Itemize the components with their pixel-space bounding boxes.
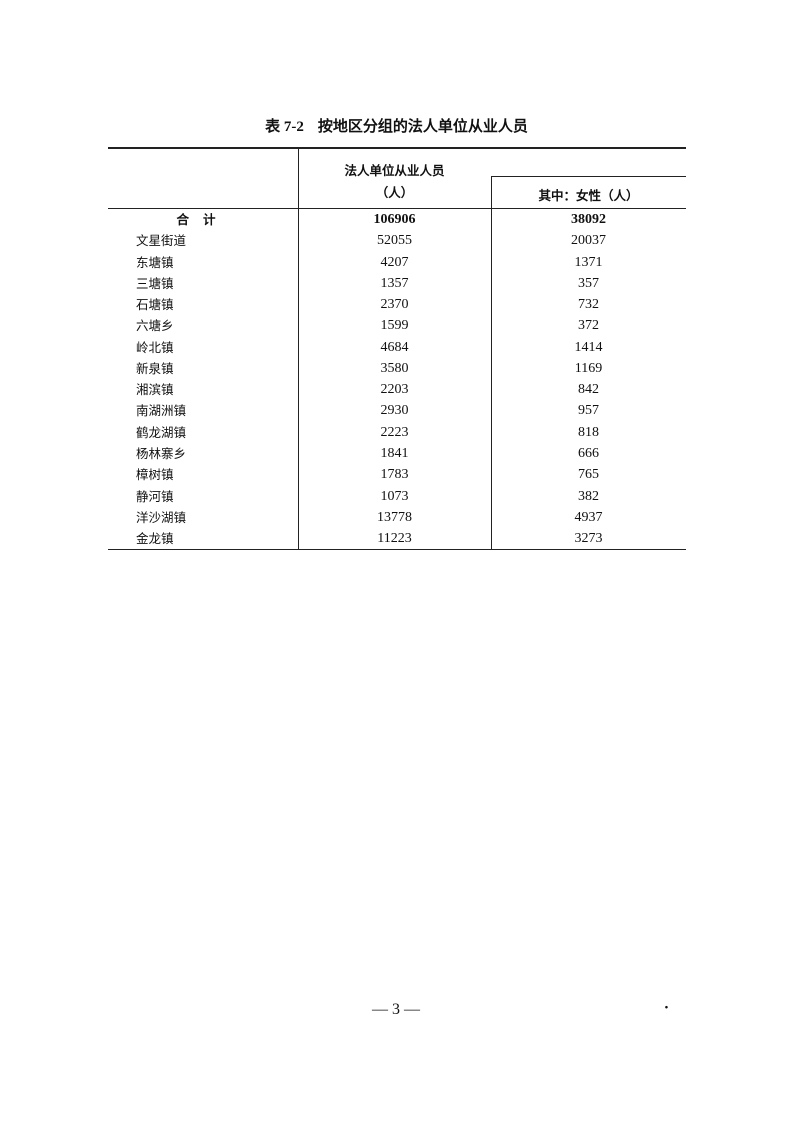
row-name: 静河镇 bbox=[136, 488, 174, 504]
table-row: 三塘镇 1357 357 bbox=[108, 273, 686, 294]
table-row: 文星街道 52055 20037 bbox=[108, 230, 686, 251]
column-divider-2 bbox=[491, 176, 492, 549]
employees-value: 13778 bbox=[377, 509, 412, 525]
employees-value: 1783 bbox=[380, 467, 409, 483]
table-row: 静河镇 1073 382 bbox=[108, 486, 686, 507]
table-title-text: 按地区分组的法人单位从业人员 bbox=[317, 117, 528, 135]
female-value: 732 bbox=[578, 297, 599, 313]
row-name: 鹤龙湖镇 bbox=[136, 424, 187, 440]
column-divider-1 bbox=[298, 148, 299, 549]
row-name: 湘滨镇 bbox=[136, 382, 174, 398]
table-row: 岭北镇 4684 1414 bbox=[108, 337, 686, 358]
employees-value: 1841 bbox=[380, 445, 409, 461]
employees-value: 4207 bbox=[380, 254, 409, 270]
header-rule bbox=[108, 208, 686, 209]
table-number: 表 7-2 bbox=[265, 119, 304, 135]
female-value: 818 bbox=[578, 424, 599, 440]
female-value: 1371 bbox=[574, 254, 603, 270]
footer-mark: · bbox=[664, 1000, 669, 1016]
row-name: 南湖洲镇 bbox=[136, 403, 187, 419]
page-number: — 3 — bbox=[372, 1001, 420, 1018]
row-name: 石塘镇 bbox=[136, 297, 174, 313]
employees-value: 2203 bbox=[380, 382, 409, 398]
table-row: 东塘镇 4207 1371 bbox=[108, 252, 686, 273]
female-value: 3273 bbox=[574, 531, 603, 547]
female-value: 4937 bbox=[574, 509, 603, 525]
bottom-rule bbox=[108, 549, 686, 550]
row-name: 洋沙湖镇 bbox=[136, 509, 187, 525]
row-name: 岭北镇 bbox=[136, 339, 174, 355]
female-value: 372 bbox=[578, 318, 599, 334]
table-row: 石塘镇 2370 732 bbox=[108, 294, 686, 315]
female-value: 382 bbox=[578, 488, 599, 504]
table-row: 洋沙湖镇 13778 4937 bbox=[108, 507, 686, 528]
employees-value: 1073 bbox=[380, 488, 409, 504]
row-name: 东塘镇 bbox=[136, 254, 174, 270]
employees-value: 4684 bbox=[380, 339, 409, 355]
table-row: 六塘乡 1599 372 bbox=[108, 315, 686, 336]
row-name: 合计 bbox=[176, 212, 230, 227]
employees-value: 1599 bbox=[380, 318, 409, 334]
employees-value: 11223 bbox=[377, 531, 412, 547]
table-title: 表 7-2 按地区分组的法人单位从业人员 bbox=[0, 115, 793, 136]
table-row: 杨林寨乡 1841 666 bbox=[108, 443, 686, 464]
row-name: 三塘镇 bbox=[136, 275, 174, 291]
row-name: 金龙镇 bbox=[136, 531, 174, 547]
row-name: 六塘乡 bbox=[136, 318, 174, 334]
female-value: 957 bbox=[578, 403, 599, 419]
employees-value: 106906 bbox=[373, 212, 416, 227]
header-female: 其中：女性（人） bbox=[538, 188, 639, 203]
table-row: 湘滨镇 2203 842 bbox=[108, 379, 686, 400]
table-row: 樟树镇 1783 765 bbox=[108, 464, 686, 485]
female-value: 765 bbox=[578, 467, 599, 483]
total-row: 合计 106906 38092 bbox=[108, 209, 686, 230]
table-row: 金龙镇 11223 3273 bbox=[108, 528, 686, 549]
header-employees-line2: （人） bbox=[375, 185, 414, 200]
female-value: 842 bbox=[578, 382, 599, 398]
female-value: 1414 bbox=[574, 339, 603, 355]
employees-value: 3580 bbox=[380, 360, 409, 376]
employees-value: 2223 bbox=[380, 424, 409, 440]
employees-value: 52055 bbox=[377, 233, 412, 249]
row-name: 杨林寨乡 bbox=[136, 445, 187, 461]
female-value: 20037 bbox=[571, 233, 606, 249]
row-name: 文星街道 bbox=[136, 233, 187, 249]
header-employees-line1: 法人单位从业人员 bbox=[344, 163, 445, 178]
employees-value: 1357 bbox=[380, 275, 409, 291]
row-name: 樟树镇 bbox=[136, 467, 174, 483]
employees-value: 2930 bbox=[380, 403, 409, 419]
row-name: 新泉镇 bbox=[136, 360, 174, 376]
female-value: 1169 bbox=[574, 360, 603, 376]
table-row: 南湖洲镇 2930 957 bbox=[108, 400, 686, 421]
sub-header-rule bbox=[491, 176, 686, 177]
female-value: 666 bbox=[578, 445, 599, 461]
header-employees: 法人单位从业人员 （人） bbox=[298, 160, 491, 204]
female-value: 38092 bbox=[571, 212, 606, 227]
female-value: 357 bbox=[578, 275, 599, 291]
top-rule bbox=[108, 147, 686, 149]
table-row: 新泉镇 3580 1169 bbox=[108, 358, 686, 379]
table-row: 鹤龙湖镇 2223 818 bbox=[108, 422, 686, 443]
employees-value: 2370 bbox=[380, 297, 409, 313]
